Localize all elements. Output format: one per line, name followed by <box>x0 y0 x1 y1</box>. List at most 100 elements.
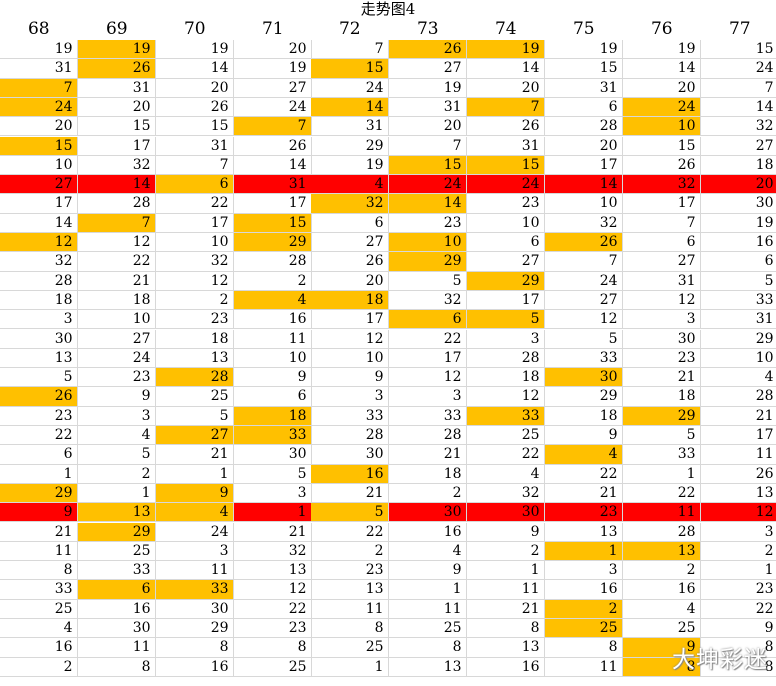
column-header[interactable]: 74 <box>494 19 517 39</box>
grid-cell[interactable]: 6 <box>467 233 545 253</box>
grid-cell[interactable]: 4 <box>389 541 467 562</box>
grid-cell[interactable]: 19 <box>701 214 776 233</box>
grid-cell[interactable]: 11 <box>156 561 234 581</box>
grid-cell[interactable]: 31 <box>545 78 623 98</box>
grid-cell[interactable]: 29 <box>623 406 701 426</box>
grid-cell[interactable]: 32 <box>701 117 776 137</box>
grid-cell[interactable]: 19 <box>78 40 156 60</box>
grid-cell[interactable]: 2 <box>234 271 312 291</box>
grid-cell[interactable]: 2 <box>311 541 389 562</box>
grid-cell[interactable]: 23 <box>156 310 234 330</box>
grid-cell[interactable]: 22 <box>156 194 234 214</box>
grid-cell[interactable]: 31 <box>311 117 389 137</box>
grid-cell[interactable]: 6 <box>156 175 234 195</box>
grid-cell[interactable]: 17 <box>467 290 545 311</box>
grid-cell[interactable]: 33 <box>78 561 156 581</box>
grid-cell[interactable]: 11 <box>467 580 545 600</box>
grid-cell[interactable]: 29 <box>545 387 623 407</box>
grid-cell[interactable]: 8 <box>467 619 545 639</box>
grid-cell[interactable]: 2 <box>78 464 156 484</box>
grid-cell[interactable]: 18 <box>78 290 156 311</box>
grid-cell[interactable]: 17 <box>78 136 156 156</box>
grid-cell[interactable]: 30 <box>545 368 623 388</box>
grid-cell[interactable]: 18 <box>234 406 312 426</box>
grid-cell[interactable]: 20 <box>389 117 467 137</box>
grid-cell[interactable]: 28 <box>623 522 701 542</box>
grid-cell[interactable]: 7 <box>701 79 776 98</box>
grid-cell[interactable]: 8 <box>623 657 701 677</box>
grid-cell[interactable]: 31 <box>0 59 78 79</box>
grid-cell[interactable]: 30 <box>78 619 156 639</box>
grid-cell[interactable]: 13 <box>389 657 467 677</box>
grid-cell[interactable]: 9 <box>156 483 234 504</box>
grid-cell[interactable]: 4 <box>234 290 312 311</box>
grid-cell[interactable]: 32 <box>311 194 389 214</box>
grid-cell[interactable]: 23 <box>389 213 467 233</box>
grid-cell[interactable]: 4 <box>467 464 545 484</box>
grid-cell[interactable]: 13 <box>78 503 156 523</box>
grid-cell[interactable]: 17 <box>623 194 701 214</box>
grid-cell[interactable]: 5 <box>234 464 312 484</box>
grid-cell[interactable]: 20 <box>467 78 545 98</box>
grid-cell[interactable]: 15 <box>78 117 156 137</box>
grid-cell[interactable]: 25 <box>311 638 389 658</box>
grid-cell[interactable]: 17 <box>234 194 312 214</box>
grid-cell[interactable]: 9 <box>389 561 467 581</box>
grid-cell[interactable]: 7 <box>389 136 467 156</box>
grid-cell[interactable]: 33 <box>0 580 78 600</box>
grid-cell[interactable]: 15 <box>623 136 701 156</box>
grid-cell[interactable]: 7 <box>311 40 389 60</box>
grid-cell[interactable]: 5 <box>78 445 156 465</box>
grid-cell[interactable]: 29 <box>467 271 545 291</box>
grid-cell[interactable]: 4 <box>156 503 234 523</box>
grid-cell[interactable]: 8 <box>545 638 623 658</box>
grid-cell[interactable]: 8 <box>0 561 78 581</box>
grid-cell[interactable]: 12 <box>78 233 156 253</box>
grid-cell[interactable]: 23 <box>311 561 389 581</box>
grid-cell[interactable]: 27 <box>156 426 234 446</box>
grid-cell[interactable]: 23 <box>234 619 312 639</box>
grid-cell[interactable]: 10 <box>623 117 701 137</box>
grid-cell[interactable]: 7 <box>0 78 78 98</box>
grid-cell[interactable]: 10 <box>156 233 234 253</box>
grid-cell[interactable]: 11 <box>311 599 389 619</box>
grid-cell[interactable]: 22 <box>623 483 701 504</box>
grid-cell[interactable]: 16 <box>0 638 78 658</box>
grid-cell[interactable]: 13 <box>156 348 234 369</box>
grid-cell[interactable]: 19 <box>467 40 545 60</box>
grid-cell[interactable]: 17 <box>156 213 234 233</box>
column-header[interactable]: 73 <box>416 19 439 39</box>
column-header[interactable]: 71 <box>261 19 284 39</box>
grid-cell[interactable]: 13 <box>545 522 623 542</box>
grid-cell[interactable]: 22 <box>0 426 78 446</box>
grid-cell[interactable]: 13 <box>0 348 78 369</box>
grid-cell[interactable]: 28 <box>467 348 545 369</box>
grid-cell[interactable]: 33 <box>389 406 467 426</box>
grid-cell[interactable]: 14 <box>156 59 234 79</box>
grid-cell[interactable]: 16 <box>623 580 701 600</box>
grid-cell[interactable]: 25 <box>234 657 312 677</box>
grid-cell[interactable]: 24 <box>623 97 701 118</box>
grid-cell[interactable]: 12 <box>467 387 545 407</box>
grid-cell[interactable]: 11 <box>78 638 156 658</box>
grid-cell[interactable]: 15 <box>0 136 78 156</box>
grid-cell[interactable]: 8 <box>311 619 389 639</box>
grid-cell[interactable]: 11 <box>0 541 78 562</box>
grid-cell[interactable]: 6 <box>0 445 78 465</box>
column-header[interactable]: 77 <box>728 19 751 39</box>
grid-cell[interactable]: 9 <box>623 638 701 658</box>
grid-cell[interactable]: 30 <box>467 503 545 523</box>
grid-cell[interactable]: 6 <box>234 387 312 407</box>
grid-cell[interactable]: 17 <box>311 310 389 330</box>
grid-cell[interactable]: 14 <box>467 59 545 79</box>
grid-cell[interactable]: 32 <box>78 155 156 176</box>
grid-cell[interactable]: 28 <box>0 271 78 291</box>
grid-cell[interactable]: 15 <box>545 59 623 79</box>
grid-cell[interactable]: 28 <box>701 387 776 407</box>
grid-cell[interactable]: 15 <box>311 59 389 79</box>
grid-cell[interactable]: 5 <box>545 329 623 349</box>
grid-cell[interactable]: 1 <box>234 503 312 523</box>
grid-cell[interactable]: 1 <box>701 561 776 581</box>
grid-cell[interactable]: 26 <box>545 233 623 253</box>
grid-cell[interactable]: 23 <box>545 503 623 523</box>
